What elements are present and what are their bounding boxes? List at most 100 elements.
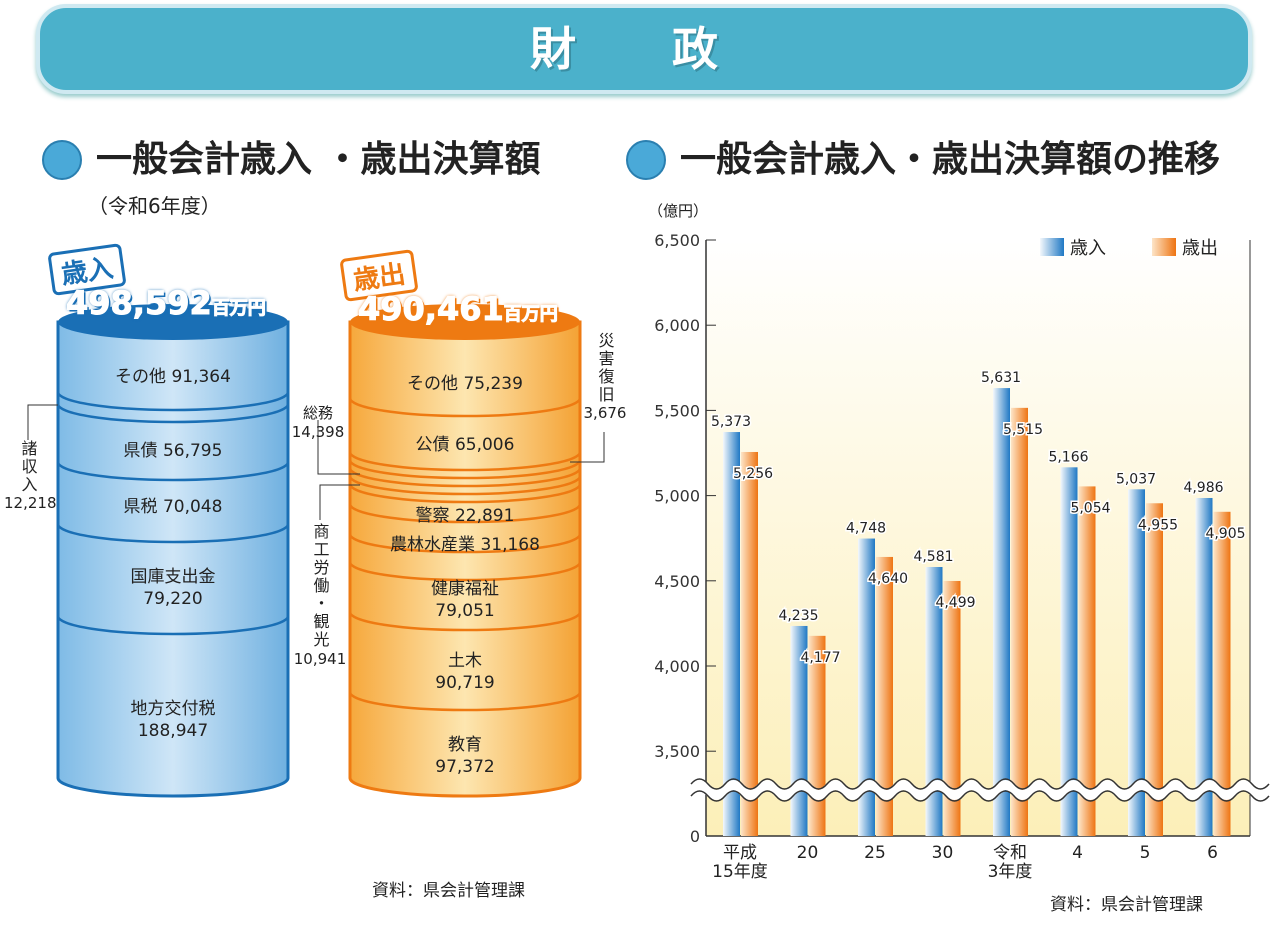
data-label: 4,955 <box>1138 517 1178 533</box>
expenditure-segment: 公債 65,006 <box>415 435 515 455</box>
leader-line <box>317 420 360 475</box>
expenditure-segment: その他 75,239 <box>407 374 523 394</box>
plot-background <box>706 240 1250 836</box>
title-banner: 財 政 <box>36 4 1252 94</box>
bar-expenditure <box>943 580 961 836</box>
y-tick-label: 5,500 <box>654 401 700 420</box>
revenue-total: 498,592百万円 <box>66 284 267 323</box>
x-tick-label: 30 <box>932 843 954 863</box>
y-tick-label: 0 <box>690 827 700 846</box>
x-tick-label: 6 <box>1207 843 1218 863</box>
right-section-title: 一般会計歳入・歳出決算額の推移 <box>680 139 1221 180</box>
data-label: 5,373 <box>711 414 751 430</box>
cylinder-body <box>56 320 290 798</box>
x-tick-label: 平成 <box>723 843 757 863</box>
axis-break <box>687 780 1273 800</box>
expenditure-segment: 警察 22,891 <box>415 506 515 526</box>
expenditure-side-label: 総務 14,398 <box>291 404 345 441</box>
cylinder-top <box>350 304 580 340</box>
leader-line <box>27 404 58 440</box>
x-tick-label: 15年度 <box>712 862 768 882</box>
data-label: 5,166 <box>1048 449 1088 465</box>
legend-label: 歳出 <box>1182 238 1218 259</box>
smiley-icon <box>42 140 82 180</box>
x-tick-label: 25 <box>864 843 886 863</box>
bar-revenue <box>925 566 943 836</box>
segment-divider <box>348 691 582 712</box>
expenditure-segment: 健康福祉 79,051 <box>431 579 499 621</box>
leader-line <box>319 484 360 520</box>
x-tick-label: 4 <box>1072 843 1083 863</box>
segment-divider <box>348 503 582 524</box>
bar-expenditure <box>1146 503 1163 836</box>
expenditure-side-label: 災害復旧 3,676 <box>583 332 627 422</box>
leader-line <box>570 432 605 463</box>
right-source: 資料：県会計管理課 <box>1050 895 1203 915</box>
y-tick-label: 6,500 <box>654 231 700 250</box>
data-label: 5,631 <box>981 370 1021 386</box>
bar-expenditure <box>808 635 826 836</box>
segment-divider <box>56 615 290 636</box>
segment-divider <box>348 451 582 472</box>
bar-expenditure <box>741 451 758 836</box>
expenditure-segment: 教育 97,372 <box>435 735 495 777</box>
segment-divider <box>348 483 582 504</box>
expenditure-side-label: 商工労働・観光 10,941 <box>293 523 347 668</box>
revenue-segment: その他 91,364 <box>115 367 231 387</box>
y-axis-unit: （億円） <box>648 202 709 220</box>
segment-divider <box>56 523 290 544</box>
bar-expenditure <box>876 556 893 836</box>
cylinder-top <box>58 304 288 340</box>
revenue-segment: 県債 56,795 <box>123 441 223 461</box>
x-tick-label: 20 <box>797 843 819 863</box>
segment-divider <box>56 461 290 482</box>
data-label: 4,235 <box>778 608 818 624</box>
segment-divider <box>348 475 582 496</box>
y-tick-label: 4,500 <box>654 572 700 591</box>
segment-divider <box>348 533 582 554</box>
segment-divider <box>348 467 582 488</box>
expenditure-segment: 農林水産業 31,168 <box>390 535 540 555</box>
cylinder-body <box>348 320 582 798</box>
bar-expenditure <box>1078 486 1096 836</box>
smiley-icon <box>626 140 666 180</box>
data-label: 4,581 <box>913 549 953 565</box>
bar-revenue <box>723 432 740 836</box>
y-tick-label: 5,000 <box>654 487 700 506</box>
data-label: 4,499 <box>935 595 975 611</box>
axis-break-line <box>690 790 1270 802</box>
revenue-segment: 県税 70,048 <box>123 497 223 517</box>
axis-break-line <box>690 778 1270 790</box>
bar-revenue <box>1195 497 1213 836</box>
revenue-side-label: 諸収入 12,218 <box>4 440 57 512</box>
bar-expenditure <box>1011 407 1028 836</box>
left-source: 資料：県会計管理課 <box>372 881 525 901</box>
y-tick-label: 3,500 <box>654 742 700 761</box>
bar-revenue <box>993 388 1010 836</box>
segment-divider <box>56 403 290 424</box>
legend-label: 歳入 <box>1070 238 1106 259</box>
cylinder-graphic <box>27 304 605 798</box>
bar-revenue <box>1128 489 1145 836</box>
data-label: 4,905 <box>1205 526 1245 542</box>
page-title: 財 政 <box>529 22 758 76</box>
data-label: 4,748 <box>846 521 886 537</box>
left-section-title: 一般会計歳入 ・歳出決算額 <box>96 139 541 180</box>
bar-expenditure <box>1213 511 1231 836</box>
segment-divider <box>348 397 582 418</box>
bar-revenue <box>1060 467 1078 836</box>
data-label: 4,177 <box>800 650 840 666</box>
segment-divider <box>348 611 582 632</box>
bar-revenue <box>858 538 875 836</box>
x-tick-label: 5 <box>1140 843 1151 863</box>
data-label: 4,986 <box>1183 480 1223 496</box>
data-label: 4,640 <box>868 571 908 587</box>
data-label: 5,054 <box>1070 500 1110 516</box>
x-tick-label: 3年度 <box>988 862 1033 882</box>
expenditure-segment: 土木 90,719 <box>435 651 495 693</box>
segment-divider <box>56 391 290 412</box>
x-tick-label: 令和 <box>993 843 1027 863</box>
y-tick-label: 6,000 <box>654 316 700 335</box>
y-tick-label: 4,000 <box>654 657 700 676</box>
